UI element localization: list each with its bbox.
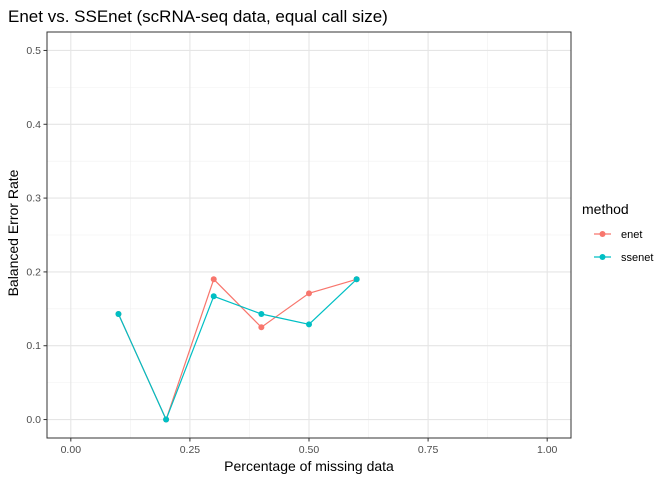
data-point-enet: [258, 324, 265, 331]
legend-label: ssenet: [621, 252, 653, 264]
data-point-ssenet: [353, 276, 360, 283]
y-tick-label: 0.5: [26, 45, 41, 57]
y-tick-label: 0.2: [26, 266, 41, 278]
legend-item-enet: enet: [594, 229, 642, 241]
plot-panel: 0.00 0.25 0.50 0.75 1.00 0.0 0.1 0.2 0.3 0.4 0.5: [26, 31, 572, 456]
chart-title: Enet vs. SSEnet (scRNA-seq data, equal c…: [8, 7, 388, 26]
y-axis-title: Balanced Error Rate: [5, 169, 21, 296]
data-point-ssenet: [163, 416, 170, 423]
series-line-enet: [117, 278, 357, 422]
x-tick-label: 1.00: [537, 444, 558, 456]
legend-item-ssenet: ssenet: [594, 252, 653, 264]
panel-border: [46, 31, 572, 439]
data-point-ssenet: [210, 293, 217, 300]
data-point-ssenet: [306, 321, 312, 328]
data-point-ssenet: [115, 310, 122, 317]
data-point-enet: [306, 290, 312, 297]
data-point-enet: [210, 276, 217, 283]
y-tick-label: 0.0: [26, 414, 41, 426]
x-tick-label: 0.00: [61, 444, 82, 456]
legend-label: enet: [621, 229, 642, 241]
y-tick-label: 0.3: [26, 193, 41, 205]
data-point-ssenet: [258, 310, 265, 317]
series-line-ssenet: [117, 278, 358, 422]
x-axis-title: Percentage of missing data: [224, 458, 394, 474]
x-tick-label: 0.75: [418, 444, 439, 456]
y-tick-label: 0.1: [26, 340, 41, 352]
x-tick-label: 0.25: [180, 444, 201, 456]
legend-key-point: [599, 254, 606, 260]
legend-title: method: [582, 201, 629, 217]
legend-key-point: [599, 231, 606, 237]
x-tick-label: 0.50: [299, 444, 320, 456]
legend: method enet ssenet: [582, 201, 653, 264]
y-tick-label: 0.4: [26, 119, 41, 131]
